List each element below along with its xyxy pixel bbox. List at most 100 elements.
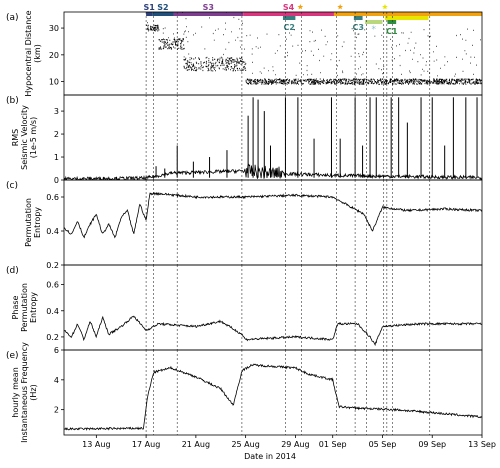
cluster-label-C2: C2 [283,23,294,32]
xtick-5: 01 Sep [319,435,347,449]
segment-S2 [152,12,174,16]
line-d [64,315,482,347]
ylabel-d-0: Phase [11,295,20,319]
line-c [64,191,482,239]
ytick-label: 20 [49,51,59,60]
star-marker-1 [337,4,343,10]
ylabel-e-1: Instantaneous Frequency [20,342,29,443]
xtick-3: 25 Aug [231,435,260,449]
star-marker-0 [297,4,304,10]
panel-label-a: (a) [6,13,19,23]
ylabel-a-0: Hypocentral Distance [24,10,33,96]
ylabel-a-1: (km) [33,44,42,63]
x-axis: 13 Aug 17 Aug 21 Aug 25 Aug 29 Aug 01 Sep 05 S… [82,435,496,449]
segment-S4 [243,12,334,16]
cluster-bar-4 [384,16,429,20]
xtick-7: 09 Sep [418,435,446,449]
ytick-label: 2 [54,130,59,139]
ytick-label: 10 [49,78,59,87]
series-e [64,363,482,431]
xtick-6: 05 Sep [369,435,397,449]
ylabel-d-1: Permutation [20,283,29,332]
xtick-4: 29 Aug [281,435,310,449]
frame-b [63,94,483,181]
ytick-label: 0.2 [46,261,59,270]
ytick-e-2: 6 [54,346,64,355]
segment-label-S2: S2 [157,3,168,12]
ytick-d-1: 0.4 [46,307,64,316]
ylabel-b-2: (1e-5 m/s) [29,117,38,158]
xtick-label: 13 Aug [82,440,110,449]
panel-label-e: (e) [6,351,19,361]
cluster-label-C1: C1 [386,27,398,36]
xtick-label: 09 Sep [418,440,446,449]
ytick-label: 4 [54,376,59,385]
ytick-label: 0.6 [46,193,59,202]
cluster-label-C3: C3 [352,23,363,32]
segment-label-S3: S3 [203,3,214,12]
line-e [64,363,482,431]
ytick-label: 6 [54,346,59,355]
ytick-e-1: 4 [54,376,64,385]
ylabel-e-2: (Hz) [29,384,38,400]
ylabel-d-2: Entropy [29,292,38,323]
panel-b: 0 1 2 3 RMS Seismic Velocity (1e-5 m/s) (b) [6,94,483,185]
ylabel-b-1: Seismic Velocity [20,105,29,170]
xtick-8: 13 Sep [468,435,496,449]
ytick-c-0: 0.2 [46,261,64,270]
ytick-b-0: 0 [54,176,64,185]
xtick-label: 29 Aug [281,440,309,449]
scatter-cluster-0 [146,12,160,32]
segment-bar: S1 S2 S3 S4 C2 C3 C1 * [144,3,482,36]
ytick-c-1: 0.4 [46,227,64,236]
cluster-bar-3 [387,20,397,24]
scatter-cluster-2 [183,12,247,72]
ytick-label: 0 [54,176,59,185]
ytick-a-1: 20 [49,51,64,60]
xtick-label: 25 Aug [231,440,259,449]
panel-a: 10 20 30 Hypocentral Distance (km) (a) [6,10,483,97]
small-marker-0: * [372,25,377,35]
xtick-label: 01 Sep [319,440,347,449]
ytick-c-2: 0.6 [46,193,64,202]
segment-tail [333,12,482,16]
ytick-e-0: 2 [54,406,64,415]
ytick-a-0: 10 [49,78,64,87]
ytick-label: 0.4 [46,307,59,316]
cluster-bar-0 [282,16,296,20]
ytick-label: 3 [54,107,59,116]
ylabel-c-0: Permutation [24,198,33,247]
frame-c [63,179,483,266]
series-c [64,191,482,239]
xtick-1: 17 Aug [132,435,160,449]
segment-S1 [146,12,153,16]
ytick-d-2: 0.6 [46,281,64,290]
ytick-b-3: 3 [54,107,64,116]
xtick-2: 21 Aug [182,435,210,449]
frame-e [63,349,483,436]
ytick-label: 1 [54,153,59,162]
ylabel-b-0: RMS [11,129,20,147]
ytick-d-0: 0.2 [46,333,64,342]
xtick-label: 17 Aug [132,440,160,449]
panel-c: 0.2 0.4 0.6 Permutation Entropy (c) [6,179,483,270]
scatter-cluster-1 [158,12,185,50]
segment-label-S4: S4 [283,3,295,12]
scatter-cluster-3 [245,28,482,85]
panel-label-d: (d) [6,266,19,276]
ytick-b-2: 2 [54,130,64,139]
xtick-label: 05 Sep [369,440,397,449]
ytick-label: 0.4 [46,227,59,236]
xtick-0: 13 Aug [82,435,111,449]
xtick-label: 13 Sep [468,440,496,449]
ytick-label: 30 [49,24,59,33]
cluster-bar-1 [353,16,363,20]
ylabel-c-1: Entropy [33,207,42,238]
panel-label-c: (c) [6,181,18,191]
star-marker-2 [382,4,388,10]
segment-label-S1: S1 [144,3,156,12]
panel-label-b: (b) [6,96,19,106]
chart-panels: 10 20 30 Hypocentral Distance (km) (a) 0 1 2 3 RMS… [6,10,483,443]
ytick-label: 0.2 [46,333,59,342]
